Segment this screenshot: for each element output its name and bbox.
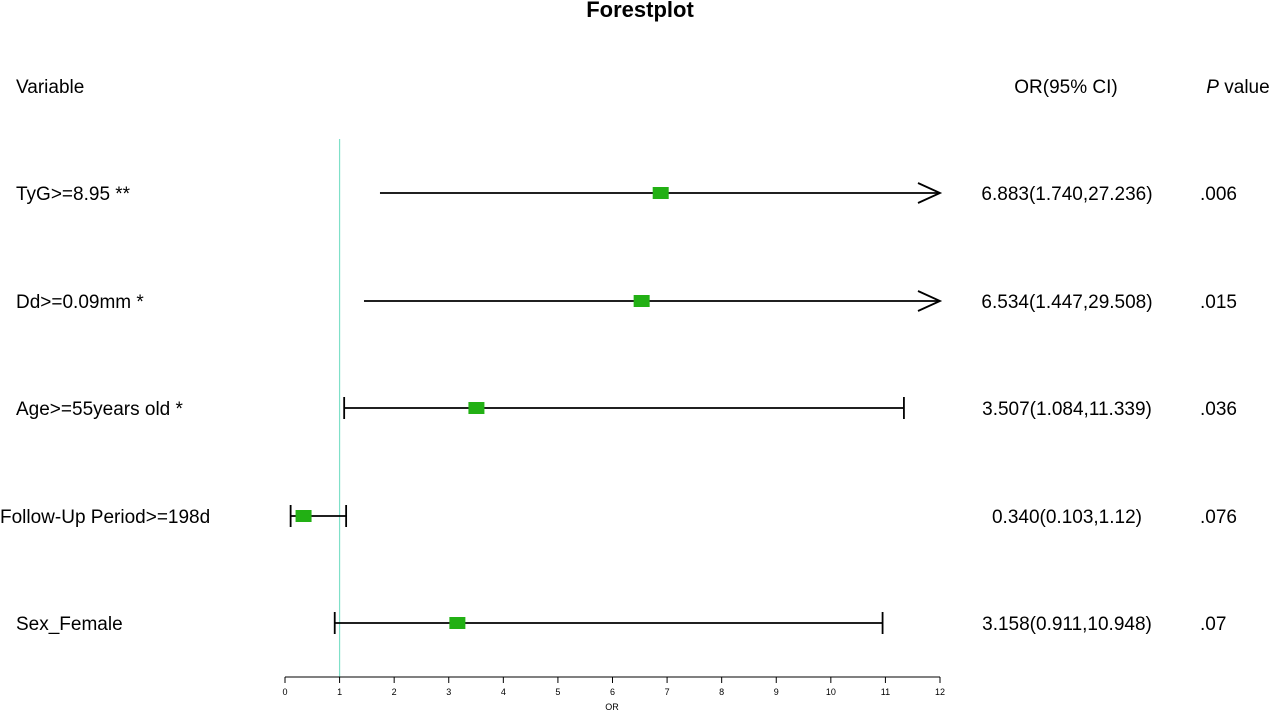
p-value: .006 bbox=[1200, 184, 1237, 205]
ci-arrow bbox=[917, 290, 943, 312]
x-tick-label: 3 bbox=[446, 687, 451, 697]
or-point bbox=[468, 402, 485, 414]
p-value: .07 bbox=[1200, 614, 1226, 635]
row-label: Dd>=0.09mm * bbox=[16, 292, 144, 313]
row-label: Age>=55years old * bbox=[16, 399, 184, 420]
or-ci-column-header: OR(95% CI) bbox=[1014, 77, 1117, 98]
x-tick-label: 12 bbox=[935, 687, 945, 697]
forest-rows: TyG>=8.95 ** 6.883(1.740,27.236) .006 Dd>=0… bbox=[0, 182, 1237, 635]
or-ci-value: 6.534(1.447,29.508) bbox=[981, 292, 1152, 313]
x-tick-label: 6 bbox=[610, 687, 615, 697]
row-label: TyG>=8.95 ** bbox=[16, 184, 131, 205]
or-ci-value: 3.158(0.911,10.948) bbox=[982, 614, 1152, 635]
x-tick-label: 9 bbox=[774, 687, 779, 697]
forest-row: TyG>=8.95 ** 6.883(1.740,27.236) .006 bbox=[16, 182, 1237, 205]
forest-row: Sex_Female 3.158(0.911,10.948) .07 bbox=[16, 612, 1226, 635]
p-value: .076 bbox=[1200, 507, 1237, 528]
forest-row: Age>=55years old * 3.507(1.084,11.339) .03… bbox=[16, 397, 1237, 420]
x-tick-label: 1 bbox=[337, 687, 342, 697]
x-tick-label: 4 bbox=[501, 687, 506, 697]
x-axis: 0 1 2 3 4 5 6 7 8 9 10 11 12 bbox=[282, 676, 945, 697]
p-value-column-header: P value bbox=[1206, 77, 1269, 98]
or-point bbox=[449, 617, 466, 629]
forest-row: Follow-Up Period>=198d 0.340(0.103,1.12).… bbox=[0, 505, 1237, 528]
forest-row: Dd>=0.09mm * 6.534(1.447,29.508) .015 bbox=[16, 290, 1237, 313]
x-tick-label: 7 bbox=[665, 687, 670, 697]
row-label: Sex_Female bbox=[16, 614, 123, 635]
chart-title: Forestplot bbox=[586, 0, 694, 22]
or-point bbox=[633, 295, 650, 307]
p-value-header-rest: value bbox=[1219, 77, 1270, 98]
x-tick-label: 8 bbox=[719, 687, 724, 697]
or-ci-value: 3.507(1.084,11.339) bbox=[982, 399, 1152, 420]
x-tick-label: 11 bbox=[881, 687, 890, 697]
p-value: .015 bbox=[1200, 292, 1237, 313]
x-tick-label: 10 bbox=[826, 687, 836, 697]
or-ci-value: 0.340(0.103,1.12) bbox=[992, 507, 1142, 528]
x-tick-label: 2 bbox=[392, 687, 397, 697]
x-tick-label: 5 bbox=[555, 687, 560, 697]
p-value: .036 bbox=[1200, 399, 1237, 420]
ci-arrow bbox=[917, 182, 943, 204]
variable-column-header: Variable bbox=[16, 77, 84, 98]
p-value-header-italic: P bbox=[1206, 77, 1219, 98]
x-axis-label: OR bbox=[605, 702, 619, 711]
x-tick-label: 0 bbox=[282, 687, 287, 697]
or-point bbox=[295, 510, 312, 522]
or-ci-value: 6.883(1.740,27.236) bbox=[981, 184, 1152, 205]
row-label: Follow-Up Period>=198d bbox=[0, 507, 210, 528]
or-point bbox=[652, 187, 669, 199]
